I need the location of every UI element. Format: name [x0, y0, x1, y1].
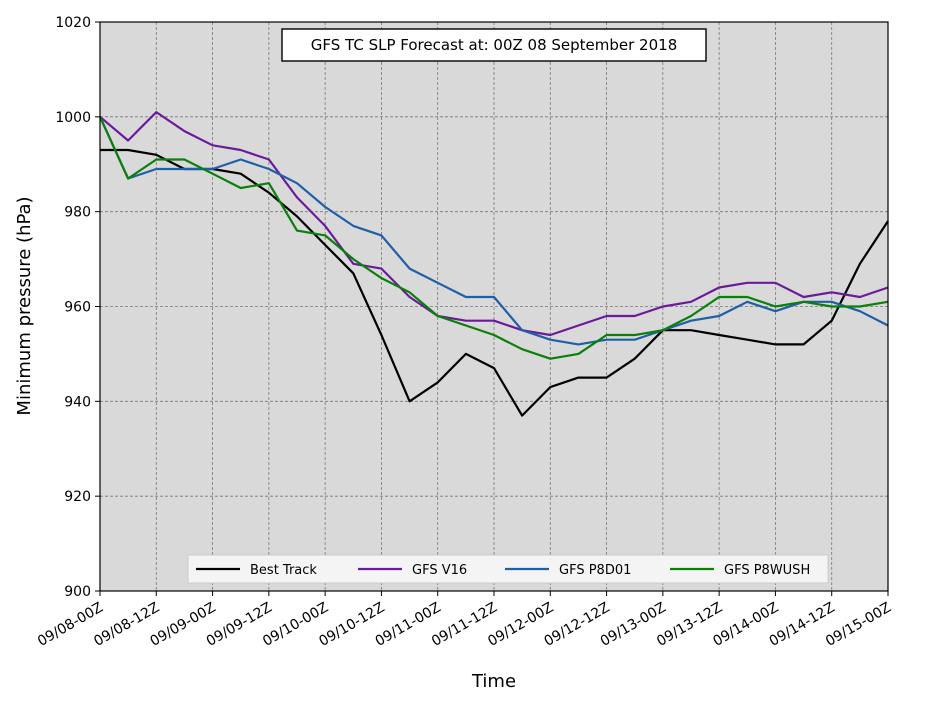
- legend-label-2: GFS P8D01: [559, 563, 631, 578]
- series-line-0: [100, 148, 889, 417]
- legend: Best Track GFS V16 GFS P8D01 GFS P8WUSH: [187, 554, 829, 584]
- y-tick-label: 940: [64, 394, 91, 410]
- y-tick-label: 920: [64, 489, 91, 505]
- series-line-1: [99, 110, 889, 337]
- legend-label-3: GFS P8WUSH: [724, 563, 810, 578]
- y-tick-label: 900: [64, 584, 91, 600]
- title-box: GFS TC SLP Forecast at: 00Z 08 September…: [281, 28, 707, 62]
- legend-label-1: GFS V16: [412, 563, 467, 578]
- y-axis: 900 920 940 960 980 1000 1020: [55, 15, 100, 600]
- legend-label-0: Best Track: [250, 563, 317, 578]
- series-line-3: [98, 116, 889, 360]
- grid: [100, 22, 888, 591]
- title-box-frame: [281, 28, 707, 62]
- chart-title: GFS TC SLP Forecast at: 00Z 08 September…: [311, 36, 677, 54]
- y-tick-label: 980: [64, 205, 91, 221]
- y-axis-label: Minimum pressure (hPa): [14, 196, 35, 415]
- series-layer: [98, 110, 889, 417]
- y-tick-label: 960: [64, 300, 91, 316]
- x-axis-label: Time: [471, 671, 516, 692]
- y-tick-label: 1020: [55, 15, 91, 31]
- series-line-2: [98, 116, 889, 346]
- x-axis: 09/08-00Z09/08-12Z09/09-00Z09/09-12Z09/1…: [35, 591, 894, 650]
- y-tick-label: 1000: [55, 110, 91, 126]
